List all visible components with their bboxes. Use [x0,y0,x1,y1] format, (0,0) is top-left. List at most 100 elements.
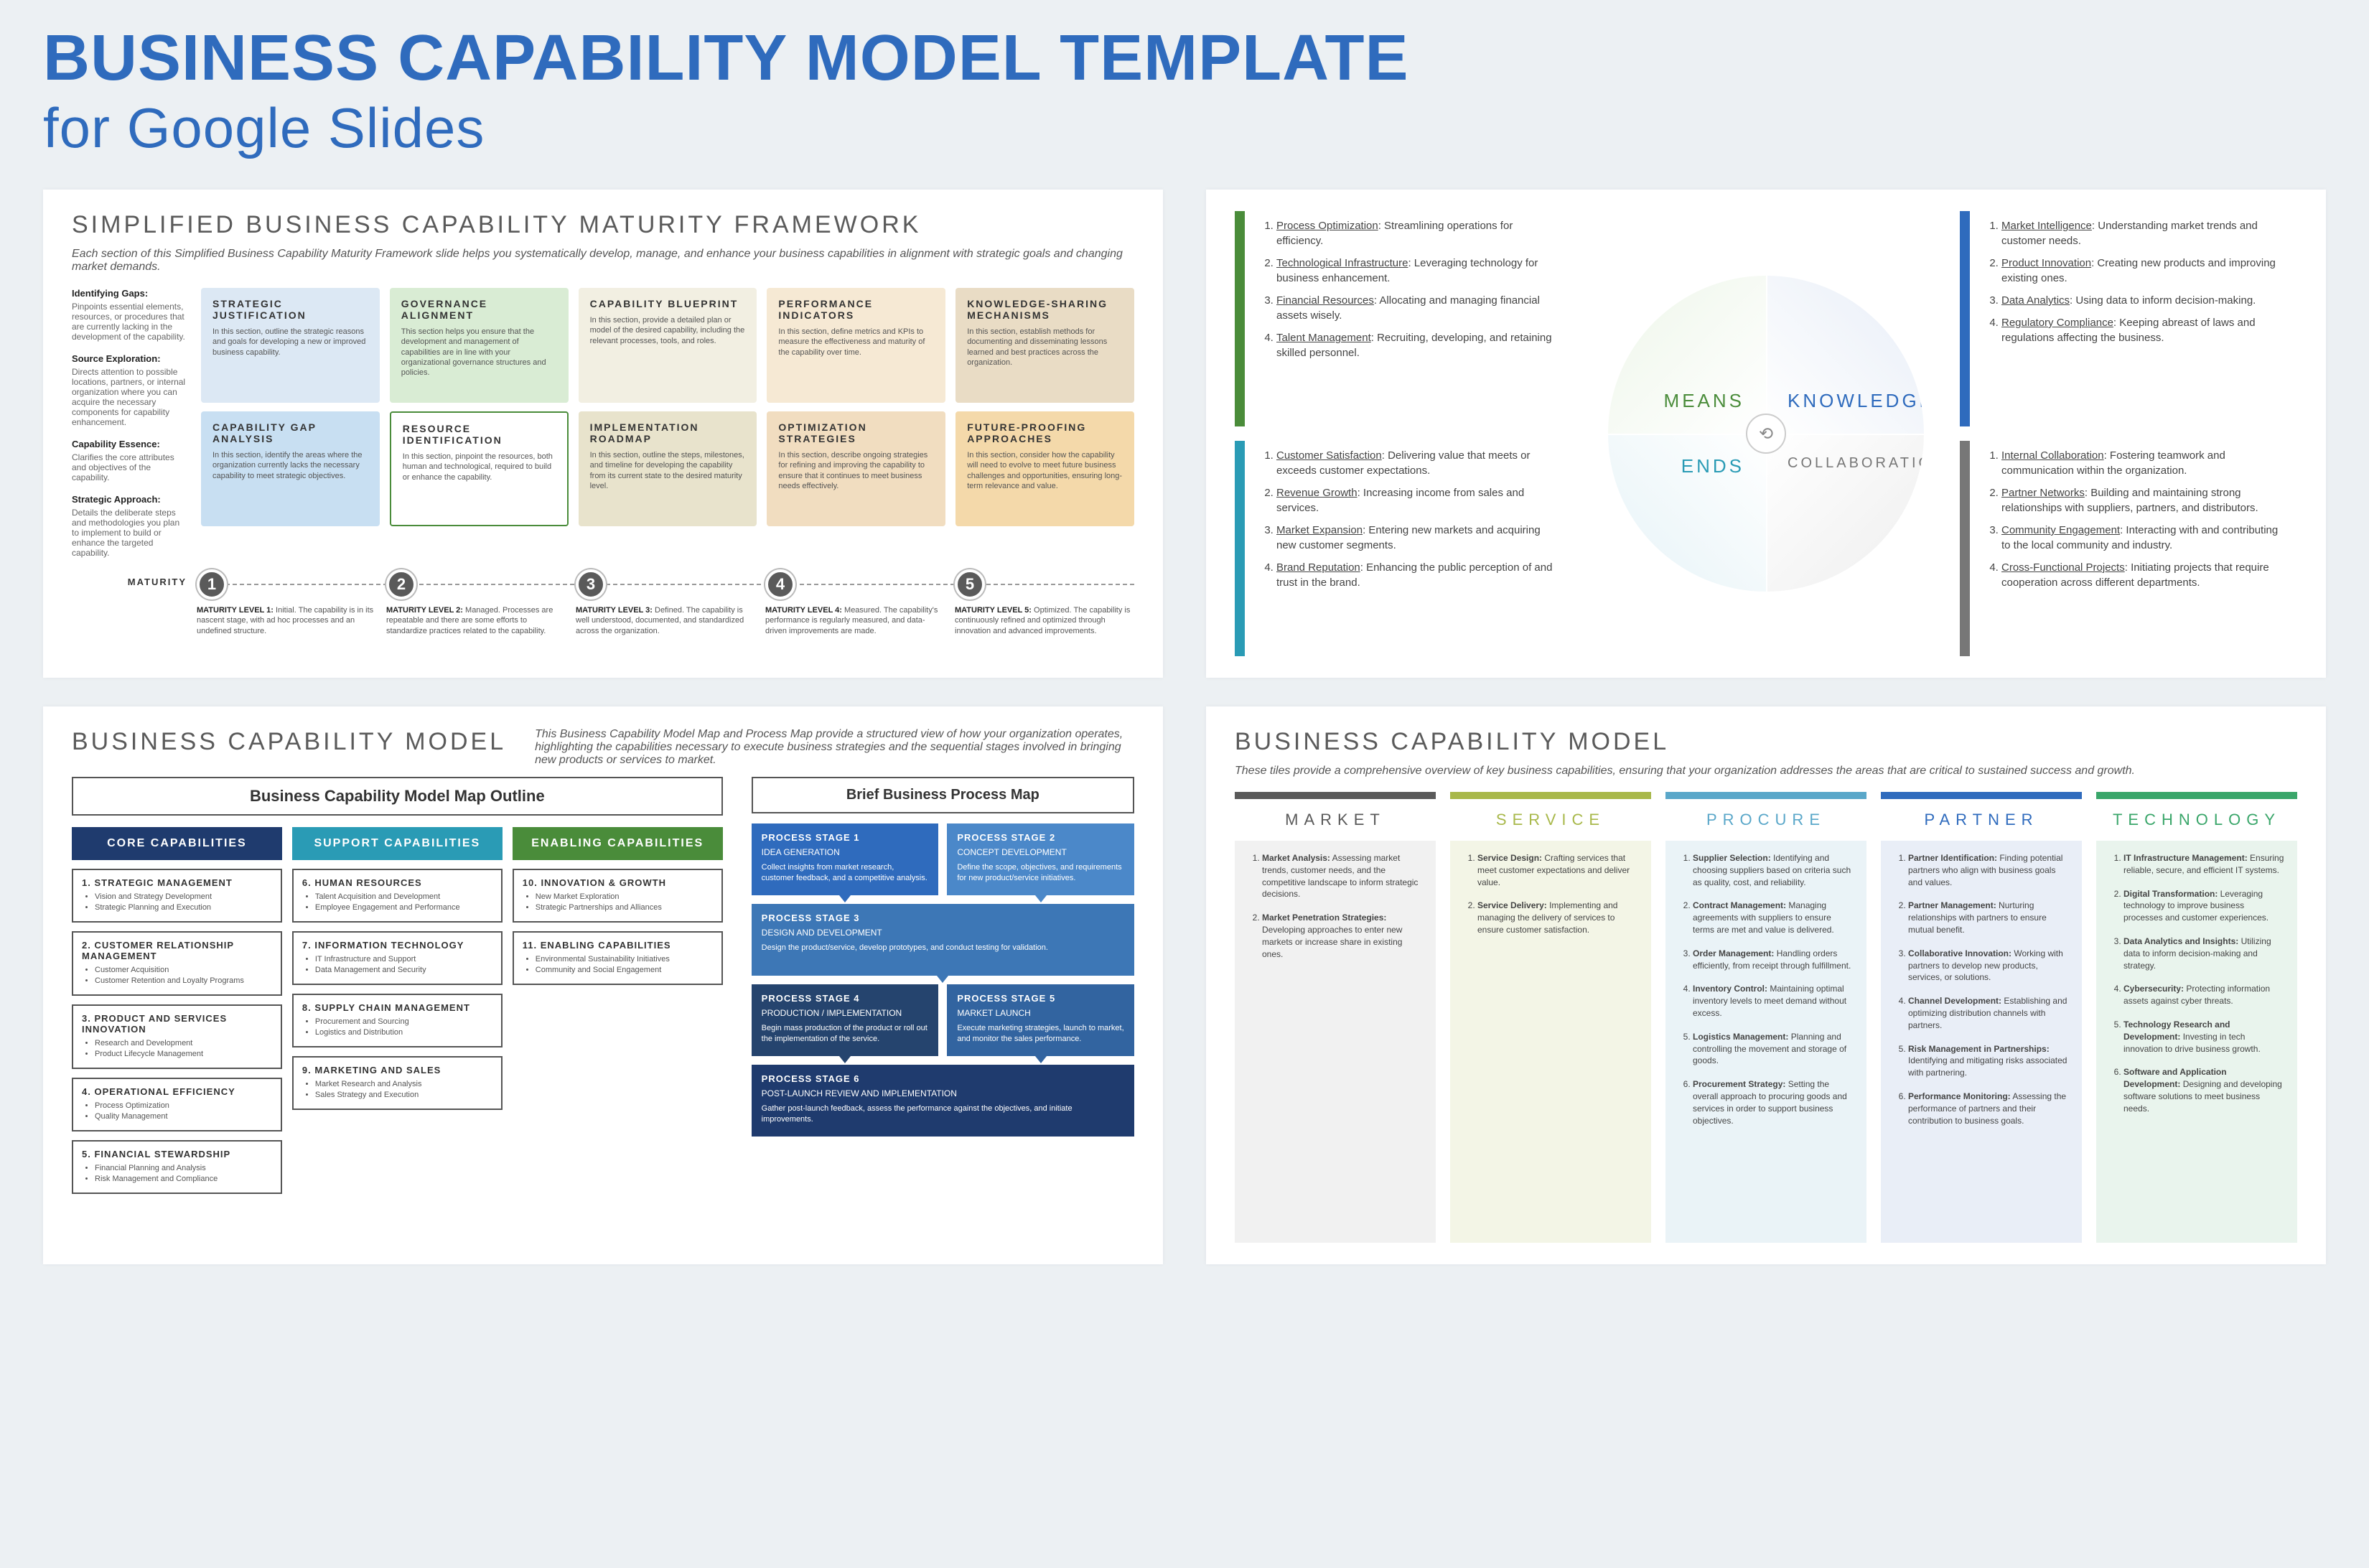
maturity-column: CAPABILITY BLUEPRINTIn this section, pro… [579,288,757,558]
maturity-level: 4MATURITY LEVEL 4: Measured. The capabil… [765,569,945,636]
bl-sub: This Business Capability Model Map and P… [535,728,1134,767]
tile-column-body: Market Analysis: Assessing market trends… [1235,841,1436,1243]
tile-item: Partner Identification: Finding potentia… [1908,852,2069,888]
capability-box: 11. ENABLING CAPABILITIESEnvironmental S… [513,931,723,985]
tile-item: Contract Management: Managing agreements… [1693,900,1854,935]
quadrant-item: Revenue Growth: Increasing income from s… [1276,485,1558,515]
level-circle: 5 [955,569,985,599]
level-circle: 4 [765,569,795,599]
maturity-card-bottom: CAPABILITY GAP ANALYSISIn this section, … [201,411,380,526]
tile-item: IT Infrastructure Management: Ensuring r… [2123,852,2284,877]
side-note: Source Exploration:Directs attention to … [72,353,187,427]
arrow-down-icon [1035,895,1047,902]
capability-box: 5. FINANCIAL STEWARDSHIPFinancial Planni… [72,1140,282,1194]
tile-column-header: MARKET [1235,799,1436,841]
maturity-level: 2MATURITY LEVEL 2: Managed. Processes ar… [386,569,566,636]
side-note: Identifying Gaps:Pinpoints essential ele… [72,288,187,342]
maturity-level: 3MATURITY LEVEL 3: Defined. The capabili… [576,569,755,636]
maturity-card-bottom: OPTIMIZATION STRATEGIESIn this section, … [767,411,945,526]
capability-tile-column: MARKETMarket Analysis: Assessing market … [1235,792,1436,1243]
process-stage: PROCESS STAGE 6POST-LAUNCH REVIEW AND IM… [752,1065,1134,1137]
maturity-level: 1MATURITY LEVEL 1: Initial. The capabili… [197,569,376,636]
capability-tile-column: TECHNOLOGY IT Infrastructure Management: … [2096,792,2297,1243]
quadrant-item: Internal Collaboration: Fostering teamwo… [2001,448,2283,478]
tile-item: Channel Development: Establishing and op… [1908,995,2069,1031]
quadrant-panel: Process Optimization: Streamlining opera… [1206,190,2326,678]
level-circle: 1 [197,569,227,599]
maturity-card-top: PERFORMANCE INDICATORSIn this section, d… [767,288,945,403]
arrow-down-icon [839,895,851,902]
level-circle: 3 [576,569,606,599]
capability-box: 9. MARKETING AND SALESMarket Research an… [292,1056,503,1110]
quadrant-item: Financial Resources: Allocating and mana… [1276,293,1558,323]
capability-box: 4. OPERATIONAL EFFICIENCYProcess Optimiz… [72,1078,282,1131]
quadrant-item: Cross-Functional Projects: Initiating pr… [2001,560,2283,590]
tile-item: Market Penetration Strategies: Developin… [1262,912,1423,960]
means-list: Process Optimization: Streamlining opera… [1235,211,1572,426]
maturity-card-bottom: FUTURE-PROOFING APPROACHESIn this sectio… [955,411,1134,526]
maturity-label: MATURITY [72,569,187,587]
quadrant-item: Partner Networks: Building and maintaini… [2001,485,2283,515]
knowledge-list: Market Intelligence: Understanding marke… [1960,211,2297,426]
tile-column-header: TECHNOLOGY [2096,799,2297,841]
tl-sub: Each section of this Simplified Business… [72,248,1134,274]
quadrant-item: Technological Infrastructure: Leveraging… [1276,256,1558,286]
process-stage: PROCESS STAGE 1IDEA GENERATIONCollect in… [752,823,939,895]
ends-list: Customer Satisfaction: Delivering value … [1235,441,1572,656]
quadrant-item: Data Analytics: Using data to inform dec… [2001,293,2283,308]
page-header: BUSINESS CAPABILITY MODEL TEMPLATE for G… [43,22,2326,161]
quadrant-item: Market Expansion: Entering new markets a… [1276,523,1558,553]
tile-item: Software and Application Development: De… [2123,1066,2284,1114]
tl-columns: STRATEGIC JUSTIFICATIONIn this section, … [201,288,1134,558]
quadrant-item: Market Intelligence: Understanding marke… [2001,218,2283,248]
arrow-down-icon [839,1056,851,1063]
maturity-card-top: GOVERNANCE ALIGNMENTThis section helps y… [390,288,569,403]
tl-title: SIMPLIFIED BUSINESS CAPABILITY MATURITY … [72,211,1134,239]
maturity-card-bottom: RESOURCE IDENTIFICATIONIn this section, … [390,411,569,526]
map-outline-title: Business Capability Model Map Outline [72,777,723,816]
quadrant-item: Brand Reputation: Enhancing the public p… [1276,560,1558,590]
tl-side-notes: Identifying Gaps:Pinpoints essential ele… [72,288,187,558]
tile-item: Procurement Strategy: Setting the overal… [1693,1078,1854,1126]
tile-item: Supplier Selection: Identifying and choo… [1693,852,1854,888]
collab-list: Internal Collaboration: Fostering teamwo… [1960,441,2297,656]
quadrant-item: Regulatory Compliance: Keeping abreast o… [2001,315,2283,345]
quadrant-item: Customer Satisfaction: Delivering value … [1276,448,1558,478]
maturity-level: 5MATURITY LEVEL 5: Optimized. The capabi… [955,569,1134,636]
tile-item: Risk Management in Partnerships: Identif… [1908,1043,2069,1079]
tile-column-header: PROCURE [1665,799,1866,841]
tile-item: Service Delivery: Implementing and manag… [1477,900,1638,935]
tile-item: Technology Research and Development: Inv… [2123,1019,2284,1055]
tile-item: Order Management: Handling orders effici… [1693,948,1854,972]
arrow-down-icon [1035,1056,1047,1063]
maturity-column: PERFORMANCE INDICATORSIn this section, d… [767,288,945,558]
level-circle: 2 [386,569,416,599]
capability-box: 6. HUMAN RESOURCESTalent Acquisition and… [292,869,503,923]
br-title: BUSINESS CAPABILITY MODEL [1235,728,2297,756]
capability-box: 7. INFORMATION TECHNOLOGYIT Infrastructu… [292,931,503,985]
quadrant-item: Community Engagement: Interacting with a… [2001,523,2283,553]
support-header: SUPPORT CAPABILITIES [292,827,503,860]
capability-box: 8. SUPPLY CHAIN MANAGEMENTProcurement an… [292,994,503,1047]
quad-means: MEANS [1608,276,1766,434]
tile-item: Digital Transformation: Leveraging techn… [2123,888,2284,924]
tile-item: Collaborative Innovation: Working with p… [1908,948,2069,984]
quadrant-item: Product Innovation: Creating new product… [2001,256,2283,286]
tile-column-body: Partner Identification: Finding potentia… [1881,841,2082,1243]
hub-icon: ⟲ [1746,414,1786,454]
capability-tiles-panel: BUSINESS CAPABILITY MODEL These tiles pr… [1206,706,2326,1264]
maturity-column: GOVERNANCE ALIGNMENTThis section helps y… [390,288,569,558]
capability-tile-column: PARTNERPartner Identification: Finding p… [1881,792,2082,1243]
process-stage: PROCESS STAGE 4PRODUCTION / IMPLEMENTATI… [752,984,939,1056]
quadrant-item: Process Optimization: Streamlining opera… [1276,218,1558,248]
maturity-card-top: KNOWLEDGE-SHARING MECHANISMSIn this sect… [955,288,1134,403]
tile-column-body: IT Infrastructure Management: Ensuring r… [2096,841,2297,1243]
tile-item: Partner Management: Nurturing relationsh… [1908,900,2069,935]
tile-column-body: Supplier Selection: Identifying and choo… [1665,841,1866,1243]
quad-ends: ENDS [1608,434,1766,592]
maturity-card-bottom: IMPLEMENTATION ROADMAPIn this section, o… [579,411,757,526]
maturity-card-top: CAPABILITY BLUEPRINTIn this section, pro… [579,288,757,403]
tile-item: Service Design: Crafting services that m… [1477,852,1638,888]
quad-knowledge: KNOWLEDGE [1766,276,1924,434]
capability-tile-column: SERVICEService Design: Crafting services… [1450,792,1651,1243]
